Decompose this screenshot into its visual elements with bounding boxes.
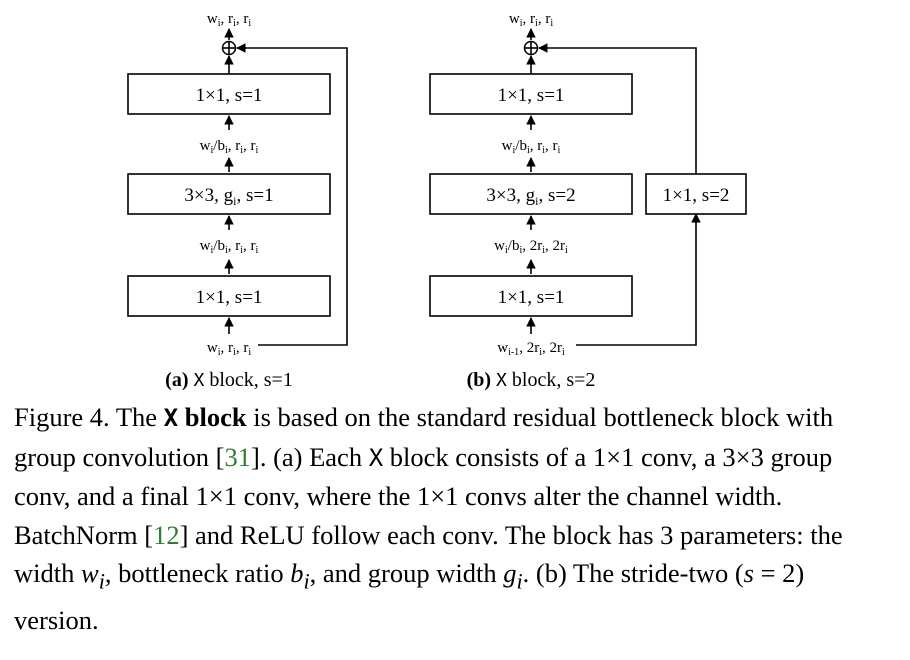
panel-b-box-bottom bbox=[429, 275, 633, 317]
panel-a-output-label: wi, ri, ri bbox=[207, 11, 251, 29]
panel-a-box-top bbox=[127, 73, 331, 115]
panel-b: wi, ri, ri 1×1, s=2 1×1, s=1 wi/bi, ri, … bbox=[429, 11, 747, 391]
citation-link-12[interactable]: 12 bbox=[153, 519, 180, 550]
figure-caption: Figure 4. The X block is based on the st… bbox=[14, 402, 843, 635]
panel-a-mid-label-bottom: wi/bi, ri, ri bbox=[200, 238, 259, 256]
panel-b-output-label: wi, ri, ri bbox=[509, 11, 553, 29]
panel-b-mid-label-top: wi/bi, ri, ri bbox=[502, 138, 561, 156]
panel-a-input-label: wi, ri, ri bbox=[207, 340, 251, 358]
panel-a-add-node bbox=[221, 40, 237, 56]
citation-link-31[interactable]: 31 bbox=[224, 441, 252, 472]
panel-a-mid-label-top: wi/bi, ri, ri bbox=[200, 138, 259, 156]
panel-b-mid-label-bottom: wi/bi, 2ri, 2ri bbox=[494, 238, 568, 256]
panel-b-box-mid-label: 3×3, gi, s=2 bbox=[486, 185, 575, 208]
figure-diagram: wi, ri, ri 1×1, s=1 wi/bi, ri, ri 3×3, g… bbox=[127, 11, 747, 391]
panel-b-add-node bbox=[523, 40, 539, 56]
panel-b-box-skip bbox=[645, 173, 747, 215]
panel-a-box-mid bbox=[127, 173, 331, 215]
panel-a-box-mid-label: 3×3, gi, s=1 bbox=[184, 185, 273, 208]
panel-a-box-bottom-label: 1×1, s=1 bbox=[196, 287, 263, 308]
panel-b-input-label: wi-1, 2ri, 2ri bbox=[497, 340, 565, 358]
panel-a-box-top-label: 1×1, s=1 bbox=[196, 85, 263, 106]
panel-b-caption: (b) X block, s=2 bbox=[467, 369, 596, 391]
panel-a: wi, ri, ri 1×1, s=1 wi/bi, ri, ri 3×3, g… bbox=[127, 11, 348, 391]
panel-b-skip-connection bbox=[576, 213, 701, 346]
panel-b-box-top-label: 1×1, s=1 bbox=[498, 85, 565, 106]
panel-a-skip-connection bbox=[236, 43, 348, 346]
panel-b-box-bottom-label: 1×1, s=1 bbox=[498, 287, 565, 308]
panel-b-box-mid bbox=[429, 173, 633, 215]
panel-b-box-top bbox=[429, 73, 633, 115]
panel-a-box-bottom bbox=[127, 275, 331, 317]
panel-a-caption: (a) X block, s=1 bbox=[165, 369, 293, 391]
panel-b-box-skip-label: 1×1, s=2 bbox=[663, 185, 730, 206]
